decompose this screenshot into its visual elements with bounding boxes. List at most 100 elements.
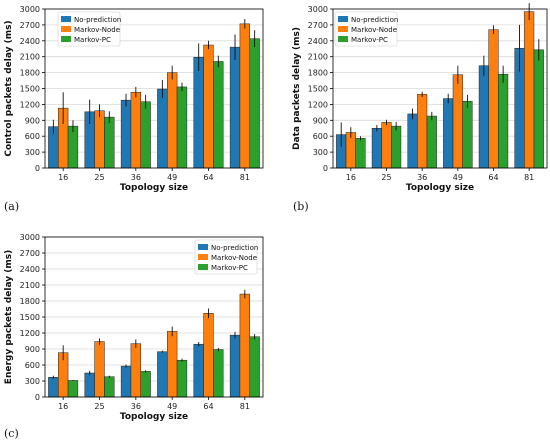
chart3-bar-markov-node-81 — [239, 293, 250, 398]
chart2-ytick-label: 1500 — [308, 85, 328, 94]
chart3-legend-label: Markov-PC — [211, 264, 248, 272]
chart1-y-axis-label: Control packets delay (ms) — [4, 20, 14, 156]
chart1-ytick-label: 0 — [35, 164, 40, 173]
chart2-ytick-label: 2400 — [308, 37, 328, 46]
chart2-legend-label: Markov-Node — [351, 26, 397, 34]
chart1-ytick-label: 2400 — [20, 37, 40, 46]
chart3-panel-label: (c) — [4, 427, 19, 440]
chart3-legend-swatch — [198, 244, 208, 250]
chart2-bar-no-prediction-64 — [478, 65, 489, 169]
chart3-ytick-label: 2700 — [20, 249, 40, 258]
chart3-bar-no-prediction-16 — [48, 377, 59, 398]
chart1-bar-markov-node-64 — [203, 44, 214, 169]
chart1-bar-markov-node-36 — [130, 91, 141, 169]
chart1-bar-markov-pc-49 — [176, 86, 188, 169]
chart3-bar-markov-pc-36 — [140, 371, 151, 398]
chart1-bar-no-prediction-64 — [193, 56, 204, 169]
chart3-x-axis-label: Topology size — [120, 412, 188, 422]
chart2-bar-markov-node-64 — [488, 29, 499, 169]
chart1-legend-swatch — [61, 26, 71, 32]
chart1-legend: No-prediction Markov-Node Markov-PC — [57, 11, 121, 47]
chart1-xtick-label: 49 — [167, 173, 177, 182]
chart3-bar-markov-pc-64 — [213, 349, 224, 398]
chart3-bar-markov-node-25 — [94, 341, 105, 398]
chart2-legend-label: No-prediction — [351, 16, 398, 24]
chart3-ytick-label: 3000 — [20, 233, 40, 242]
chart2-ytick-label: 2100 — [308, 53, 328, 62]
chart3-legend: No-prediction Markov-Node Markov-PC — [194, 239, 258, 275]
chart2-bar-markov-pc-81 — [533, 49, 544, 169]
chart2-bar-no-prediction-25 — [371, 128, 382, 169]
chart3-bar-no-prediction-81 — [229, 334, 241, 398]
chart2-bar-no-prediction-49 — [443, 98, 454, 169]
chart2-ytick-label: 600 — [313, 132, 328, 141]
chart3-plot-frame — [44, 236, 264, 398]
chart1-ytick-label: 600 — [25, 132, 40, 141]
chart3-xtick-label: 81 — [240, 402, 250, 411]
chart1-ytick-label: 900 — [25, 116, 40, 125]
chart1-x-axis-label: Topology size — [120, 183, 188, 193]
chart3-ytick-label: 2100 — [20, 281, 40, 290]
chart3-ytick-label: 300 — [25, 377, 40, 386]
chart2-xtick-label: 81 — [524, 173, 534, 182]
chart3-xtick-label: 64 — [203, 402, 213, 411]
chart2-xtick-label: 16 — [346, 173, 356, 182]
chart2-bar-markov-pc-36 — [426, 115, 437, 169]
chart3-legend-frame — [194, 239, 258, 275]
chart1-ytick-label: 1500 — [20, 85, 40, 94]
chart2-legend-frame — [334, 11, 398, 47]
chart2-ytick-label: 900 — [313, 116, 328, 125]
chart2-plot-frame — [332, 8, 548, 169]
chart1-bar-no-prediction-36 — [120, 99, 132, 169]
chart1-xtick-label: 25 — [94, 173, 104, 182]
chart3-chart: 0 300 600 900 1200 1500 1800 2100 2400 2700 3000 16… — [4, 233, 264, 440]
chart2-xtick-label: 64 — [488, 173, 498, 182]
chart3-ytick-label: 0 — [35, 393, 40, 402]
chart3-xtick-label: 49 — [167, 402, 177, 411]
chart2-ytick-label: 300 — [313, 148, 328, 157]
chart2-bar-markov-node-36 — [417, 94, 428, 169]
chart3-bar-markov-pc-16 — [67, 380, 79, 398]
chart1-panel-label: (a) — [4, 200, 19, 213]
chart2-bar-markov-node-25 — [381, 122, 392, 169]
chart1-bar-markov-pc-81 — [249, 38, 260, 169]
chart1-ytick-label: 1200 — [20, 100, 40, 109]
chart3-legend-swatch — [198, 254, 208, 260]
chart1-legend-label: Markov-Node — [74, 26, 120, 34]
chart3-bar-markov-node-36 — [130, 343, 141, 398]
chart1-plot-frame — [44, 8, 264, 169]
chart2-legend-label: Markov-PC — [351, 36, 388, 44]
chart3-bar-markov-pc-25 — [104, 376, 115, 398]
chart1-bar-markov-node-25 — [94, 110, 105, 169]
chart2-bar-markov-node-16 — [345, 132, 356, 169]
chart1-xtick-label: 16 — [58, 173, 68, 182]
chart1-legend-swatch — [61, 16, 71, 22]
chart1-bar-markov-pc-25 — [104, 116, 115, 169]
chart1-ytick-label: 1800 — [20, 69, 40, 78]
chart2-legend-swatch — [338, 36, 348, 42]
chart3-y-axis-label: Energy packets delay (ms) — [4, 250, 14, 384]
chart3-xtick-label: 25 — [94, 402, 104, 411]
chart1-ytick-label: 3000 — [20, 5, 40, 14]
chart3-bar-no-prediction-25 — [84, 372, 95, 398]
chart2-ytick-label: 3000 — [308, 5, 328, 14]
chart3-ytick-label: 1500 — [20, 313, 40, 322]
chart1-xtick-label: 81 — [240, 173, 250, 182]
chart3-xtick-label: 16 — [58, 402, 68, 411]
chart2-ytick-label: 0 — [323, 164, 328, 173]
chart3-bar-markov-pc-49 — [176, 359, 188, 398]
chart1-xtick-label: 64 — [203, 173, 213, 182]
chart2-bar-markov-pc-16 — [355, 138, 366, 169]
chart2-ytick-label: 1800 — [308, 69, 328, 78]
chart2-ytick-label: 1200 — [308, 100, 328, 109]
chart3-bar-markov-node-49 — [167, 331, 178, 398]
chart3-legend-swatch — [198, 264, 208, 270]
chart3-bar-no-prediction-36 — [120, 365, 132, 398]
chart2-xtick-label: 25 — [381, 173, 391, 182]
chart3-legend-label: No-prediction — [211, 244, 258, 252]
chart3-xtick-label: 36 — [131, 402, 141, 411]
chart3-ytick-label: 1200 — [20, 329, 40, 338]
chart3-ytick-label: 600 — [25, 361, 40, 370]
chart2-bar-markov-node-81 — [524, 11, 535, 169]
